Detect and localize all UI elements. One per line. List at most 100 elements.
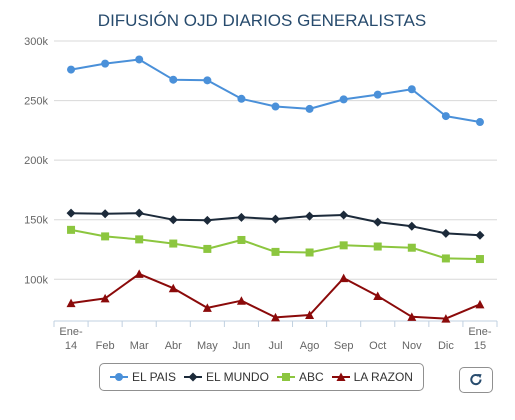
legend-label: LA RAZON bbox=[353, 370, 413, 384]
legend-marker bbox=[115, 373, 123, 381]
legend-symbol-el-mundo bbox=[184, 372, 203, 382]
data-point-el-pais bbox=[135, 55, 144, 64]
data-point-la-razon bbox=[66, 298, 76, 308]
series-line-el-pais bbox=[70, 58, 481, 123]
y-tick-label: 300k bbox=[24, 36, 48, 48]
legend-item-la-razon[interactable]: LA RAZON bbox=[331, 370, 413, 384]
data-point-abc bbox=[169, 239, 178, 248]
legend-item-abc[interactable]: ABC bbox=[276, 370, 324, 384]
data-point-el-pais bbox=[237, 94, 246, 103]
series-layer bbox=[66, 55, 485, 323]
data-point-el-mundo bbox=[236, 212, 246, 222]
data-point-el-pais bbox=[101, 59, 110, 68]
data-point-la-razon bbox=[305, 310, 315, 320]
data-point-abc bbox=[135, 235, 144, 244]
legend-label: EL PAIS bbox=[132, 370, 177, 384]
data-point-el-mundo bbox=[339, 210, 349, 220]
data-point-el-mundo bbox=[202, 215, 212, 225]
series-el-pais bbox=[67, 55, 484, 127]
data-point-el-pais bbox=[67, 65, 76, 74]
data-point-abc bbox=[373, 242, 382, 251]
x-tick-label-line: Ene- bbox=[468, 326, 492, 338]
data-point-abc bbox=[67, 225, 76, 234]
data-point-abc bbox=[339, 241, 348, 250]
data-point-la-razon bbox=[441, 314, 451, 323]
data-point-el-pais bbox=[271, 102, 280, 111]
data-point-el-pais bbox=[475, 118, 484, 127]
data-point-abc bbox=[101, 232, 110, 241]
data-point-la-razon bbox=[373, 291, 383, 300]
data-point-la-razon bbox=[475, 299, 485, 309]
y-tick-label: 150k bbox=[24, 215, 48, 227]
legend-marker bbox=[281, 373, 290, 381]
data-point-el-mundo bbox=[305, 211, 315, 221]
series-el-mundo bbox=[66, 208, 485, 240]
x-axis: Ene- 14 Feb Mar Abr May Jun Jul Ago Sep Oct Nov Dic E… bbox=[53, 320, 498, 352]
x-tick-label: Ago bbox=[300, 340, 320, 352]
legend-item-el-mundo[interactable]: EL MUNDO bbox=[184, 370, 269, 384]
legend-item-el-pais[interactable]: EL PAIS bbox=[110, 370, 176, 384]
data-point-el-mundo bbox=[168, 215, 178, 225]
x-tick-label: Dic bbox=[438, 340, 454, 352]
series-line-la-razon bbox=[70, 272, 481, 320]
x-tick-label: Ene- 14 bbox=[59, 326, 83, 352]
data-point-la-razon bbox=[236, 296, 246, 305]
x-tick-label-line: Ene- bbox=[59, 326, 83, 338]
x-tick-label: Jul bbox=[268, 340, 282, 352]
data-point-el-mundo bbox=[441, 228, 451, 238]
refresh-icon bbox=[470, 373, 482, 386]
legend-marker bbox=[336, 372, 346, 381]
data-point-la-razon bbox=[168, 283, 178, 293]
data-point-abc bbox=[271, 247, 280, 256]
x-tick-label: Ene- 15 bbox=[468, 326, 492, 352]
data-point-la-razon bbox=[271, 312, 280, 322]
y-tick-label: 250k bbox=[24, 96, 48, 108]
data-point-el-mundo bbox=[100, 209, 110, 219]
x-tick-label-line: 15 bbox=[474, 340, 486, 352]
x-tick-label: Jun bbox=[233, 340, 251, 352]
series-abc bbox=[67, 225, 484, 264]
x-tick-label: Abr bbox=[165, 340, 182, 352]
legend-label: EL MUNDO bbox=[206, 370, 269, 384]
data-point-la-razon bbox=[100, 293, 110, 303]
data-point-el-mundo bbox=[134, 208, 144, 218]
data-point-abc bbox=[305, 248, 314, 257]
data-point-el-pais bbox=[339, 95, 348, 104]
data-point-el-pais bbox=[169, 75, 178, 84]
data-point-el-pais bbox=[203, 76, 212, 85]
data-point-el-pais bbox=[407, 85, 416, 94]
data-point-la-razon bbox=[407, 312, 417, 321]
refresh-button[interactable] bbox=[459, 367, 493, 393]
y-tick-label: 200k bbox=[24, 155, 48, 167]
x-tick-label: Feb bbox=[96, 340, 115, 352]
legend: EL PAIS EL MUNDO ABC LA RAZON bbox=[99, 363, 424, 391]
data-point-el-mundo bbox=[66, 208, 76, 218]
x-tick-label: Nov bbox=[402, 340, 422, 352]
legend-symbol-el-pais bbox=[110, 373, 128, 381]
x-tick-label-line: 14 bbox=[65, 340, 77, 352]
data-point-el-mundo bbox=[407, 221, 417, 231]
x-tick-label: Sep bbox=[334, 340, 354, 352]
data-point-el-mundo bbox=[373, 217, 383, 227]
data-point-la-razon bbox=[339, 273, 349, 283]
x-tick-label: May bbox=[197, 340, 218, 352]
data-point-el-mundo bbox=[271, 214, 280, 224]
legend-symbol-la-razon bbox=[331, 372, 350, 381]
chart-title: DIFUSIÓN OJD DIARIOS GENERALISTAS bbox=[98, 11, 426, 30]
data-point-el-pais bbox=[305, 104, 314, 113]
data-point-abc bbox=[475, 255, 484, 264]
data-point-abc bbox=[407, 243, 416, 252]
data-point-el-pais bbox=[373, 90, 382, 99]
x-tick-label: Oct bbox=[369, 340, 386, 352]
data-point-abc bbox=[203, 244, 212, 253]
data-point-abc bbox=[441, 254, 450, 263]
data-point-el-pais bbox=[441, 112, 450, 121]
y-tick-label: 100k bbox=[24, 274, 48, 286]
legend-label: ABC bbox=[298, 370, 324, 384]
data-point-la-razon bbox=[202, 303, 212, 312]
x-tick-label: Mar bbox=[130, 340, 149, 352]
grid bbox=[54, 40, 497, 280]
legend-marker bbox=[188, 372, 198, 382]
data-point-abc bbox=[237, 235, 246, 244]
